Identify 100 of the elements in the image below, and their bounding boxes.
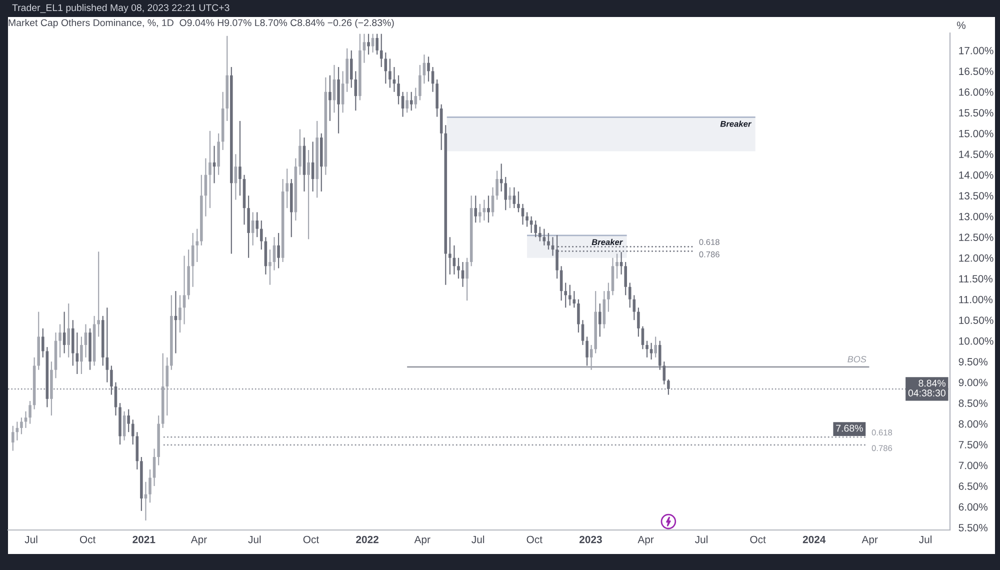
candlestick [650,342,653,360]
candlestick [84,324,88,358]
data-label: 7.68% [836,424,863,432]
candlestick [166,356,169,416]
candlestick [97,251,100,338]
candlestick [418,64,422,101]
candlestick [20,417,23,435]
candlestick [521,203,524,226]
candlestick [410,91,413,112]
y-tick-label: 7.00% [958,462,988,470]
x-tick-label: Jul [24,536,38,544]
ref-line-label: 8.84% 04:38:30 [908,380,946,396]
candlestick [371,33,374,54]
candlestick [487,195,490,224]
x-tick-label: 2023 [579,536,602,544]
y-tick-label: 14.50% [959,150,994,158]
series-label: Breaker [720,120,752,127]
x-tick-label: Oct [80,536,96,544]
y-tick-label: 13.00% [959,212,994,220]
candlestick [350,50,353,88]
chart-title: Market Cap Others Dominance, %, 1D O9.04% H9.07% L8.70% C8.84% −0.26 (−2.83%) [8,19,394,28]
y-tick-label: 12.00% [959,254,994,262]
series-label: Breaker [592,238,624,246]
candlestick [662,361,666,385]
y-tick-label: 16.50% [959,68,994,76]
x-tick-label: Apr [638,536,654,546]
candlestick [534,220,538,238]
y-tick-label: 15.50% [959,109,994,117]
candlestick [106,307,109,383]
candlestick [667,378,670,396]
x-tick-label: Oct [526,536,542,544]
candlestick [401,91,404,118]
series-label: BOS [848,356,866,362]
candlestick [542,228,546,246]
y-tick-label: 9.00% [958,378,988,386]
candlestick [208,130,212,209]
candlestick [556,234,558,280]
candlestick [628,282,632,308]
candlestick [397,74,400,105]
candlestick [256,212,259,238]
y-axis-title: % [956,22,966,29]
y-tick-label: 15.00% [959,130,994,138]
candlestick [658,340,662,370]
candlestick [182,255,186,325]
candlestick [512,186,516,209]
x-tick-label: 2021 [132,536,156,544]
candlestick [581,320,584,346]
candlestick [637,307,640,338]
candlestick [260,220,263,250]
y-tick-label: 6.50% [958,482,988,490]
candlestick [616,253,618,280]
x-tick-label: Jul [248,536,261,544]
y-tick-label: 16.00% [959,88,994,96]
y-tick-label: 11.50% [959,275,993,282]
candlestick [367,33,370,56]
candlestick [131,419,134,446]
series-label: 0.786 [699,251,720,258]
candlestick [110,365,113,396]
candlestick [504,176,508,211]
series-label: 0.618 [872,430,892,436]
candlestick [517,190,520,213]
candlestick [474,195,478,224]
candlestick [547,232,550,250]
candlestick [406,91,408,114]
candlestick [478,203,482,224]
y-tick-label: 13.50% [959,192,994,200]
candlestick [328,74,332,122]
candlestick [286,168,289,209]
candlestick [341,70,344,114]
candlestick [632,294,636,321]
x-tick-label: Oct [750,536,766,544]
candlestick [80,336,83,375]
candlestick [564,282,568,308]
candlestick [427,56,430,82]
x-tick-label: Jul [472,536,484,544]
candlestick [251,212,254,246]
candlestick [277,232,280,269]
candlestick [12,425,14,452]
y-tick-label: 8.00% [958,420,988,428]
candlestick [607,282,610,312]
candlestick [526,212,528,228]
x-tick-label: 2022 [356,536,378,544]
candlestick [508,186,512,209]
candlestick [496,170,498,200]
candlestick [376,33,378,56]
x-tick-label: 2024 [802,536,826,544]
y-tick-label: 5.50% [958,524,988,532]
candlestick [654,336,657,358]
candlestick [127,408,130,433]
candlestick [298,128,302,176]
x-tick-label: Apr [414,536,430,546]
candlestick [62,311,66,354]
y-tick-label: 7.50% [958,441,988,448]
candlestick [466,257,468,302]
series-label: 0.618 [699,239,720,246]
candlestick [58,324,62,358]
y-tick-label: 10.00% [959,337,994,345]
candlestick [307,149,310,240]
candlestick [41,328,44,358]
candlestick [448,236,452,275]
